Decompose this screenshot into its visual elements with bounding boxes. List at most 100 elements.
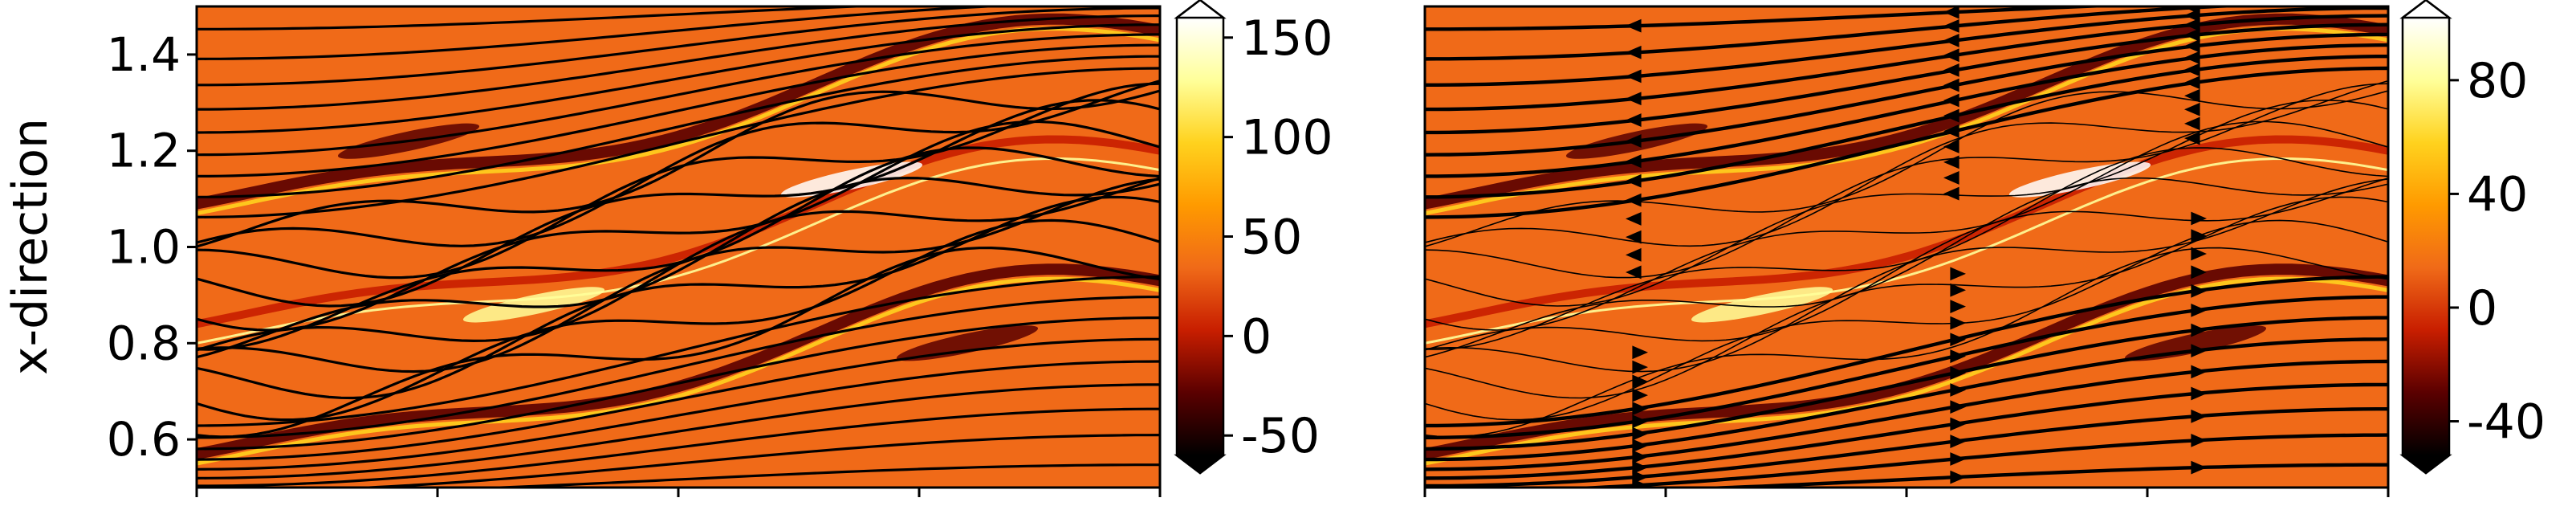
flow-arrow [1626,154,1642,169]
x-axis-ticks [1423,488,2390,497]
shear-band [1425,276,2388,466]
colorbar-tick-label: 0 [1241,308,1272,365]
flow-arrow [2191,386,2207,401]
colorbar-tick-label: -40 [2467,394,2545,451]
streamline [1425,55,2388,199]
colorbar-gradient [2403,18,2449,455]
flow-arrow [1950,435,1966,448]
streamline [197,89,1160,248]
streamline [1425,22,2388,135]
left-plot-area [195,5,1162,489]
colorbar-tick-label: 50 [1241,210,1302,266]
streamline [197,14,1160,111]
streamline [1425,178,2388,373]
flow-arrow [1626,212,1642,226]
flow-arrow [1950,333,1966,347]
flow-arrow [2191,323,2207,337]
flow-arrow [2191,433,2207,447]
flow-arrow [1632,426,1648,441]
flow-arrow [1632,402,1648,416]
streamline [1425,90,2388,247]
streamline [1425,66,2388,219]
streamline [197,246,1160,439]
flow-arrow [2191,284,2207,298]
shear-band [197,135,1160,328]
flow-arrow [1632,345,1648,360]
colorbar-extend-max [1174,0,1227,19]
y-tick-label: 1.4 [107,27,181,82]
colorbar-outline [1175,0,1225,475]
streamline [1425,6,2257,61]
streamline [1425,337,2388,462]
flow-arrow [2184,75,2200,90]
colorbar-outline [2401,0,2451,475]
streamline [1425,120,2388,331]
streamline [1425,407,2388,488]
flow-arrow [1950,283,1966,297]
streamline [1425,295,2388,439]
right-colorbar: -40 0 40 80 [2399,0,2545,475]
left-colorbar: -50 0 50 100 150 [1174,0,1333,475]
colorbar-tick-label: 150 [1241,10,1333,67]
flow-arrow [2191,344,2207,358]
flow-arrow [1943,48,1959,63]
flow-arrow [2184,28,2200,42]
colorbar-tick-label: 80 [2467,53,2528,109]
colorbar-extend-min [2399,454,2452,475]
flow-arrow [1943,34,1959,47]
flow-arrow [2184,88,2200,103]
flow-arrow [1943,124,1959,138]
streamline [340,434,1160,488]
right-plot-area [1423,5,2390,489]
flow-arrow [1632,360,1648,374]
flow-arrow [1632,414,1648,429]
y-tick-label: 0.6 [107,412,181,467]
flow-arrow [1626,247,1642,262]
flow-arrow [2191,247,2207,261]
streamline [1425,147,2388,350]
streamline [197,6,889,31]
right-panel: -40 0 40 80 [1423,0,2545,497]
flow-arrow [1632,388,1648,402]
flow-arrow [2184,63,2200,77]
flow-arrow [1950,316,1966,330]
streamline [1425,382,2388,480]
flow-arrow [1950,470,1966,484]
flow-arrow [1950,417,1966,431]
streamline [1425,219,2388,421]
streamline [468,463,1160,488]
flow-arrow [1626,193,1642,207]
colorbar-tick-label: -50 [1241,408,1320,464]
streamline [197,33,1160,157]
vortex-core [2124,325,2267,361]
colorbar-extend-max [2399,0,2452,19]
flow-arrow [2184,102,2200,116]
flow-arrow [1632,439,1648,453]
left-panel: x-direction 0.6 0.8 1.0 1.2 1.4 -50 0 50 100 150 [2,0,1333,497]
streamline [1557,433,2388,488]
streamline [1425,6,2388,87]
flow-arrow [1943,171,1959,185]
flow-arrow [2184,18,2200,32]
streamline [197,218,1160,422]
shear-band [1425,157,2388,345]
colorbar-tick-label: 0 [2467,280,2497,337]
streamline [1425,6,2130,31]
flow-arrow [1950,300,1966,314]
streamline [1425,43,2388,178]
streamline [1425,83,2388,279]
y-tick-label: 1.0 [107,220,181,275]
streamline [1425,80,2388,247]
streamline [1683,463,2388,488]
flow-arrow [1943,63,1959,77]
y-axis-ticks: 0.6 0.8 1.0 1.2 1.4 [107,27,197,467]
flow-arrow [2184,8,2200,22]
flow-arrow [1950,452,1966,466]
streamline [197,275,1160,427]
colorbar-extend-min [1174,454,1227,475]
streamline [1425,14,2388,112]
flow-arrow [1626,265,1642,280]
flow-arrow [2191,211,2207,226]
streamline [197,383,1160,479]
